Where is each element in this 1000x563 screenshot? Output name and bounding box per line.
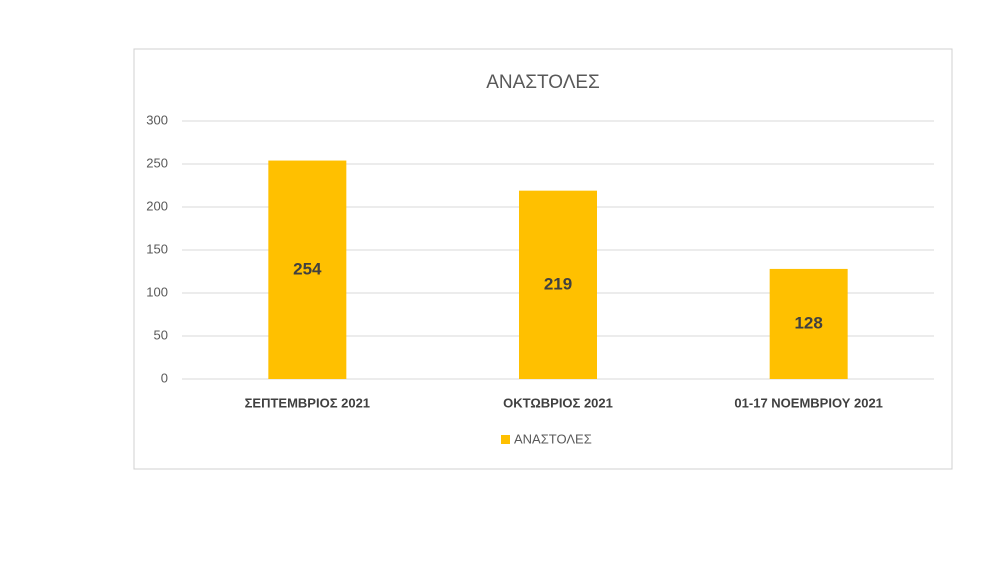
bar xyxy=(268,160,347,379)
bar xyxy=(769,268,848,379)
data-label: 128 xyxy=(794,313,822,332)
x-tick-label: ΣΕΠΤΕΜΒΡΙΟΣ 2021 xyxy=(245,395,370,410)
data-label: 254 xyxy=(293,259,322,278)
y-tick-label: 250 xyxy=(146,155,168,170)
y-tick-label: 0 xyxy=(161,370,168,385)
y-tick-label: 200 xyxy=(146,198,168,213)
chart-title: ΑΝΑΣΤΟΛΕΣ xyxy=(486,72,600,93)
legend-label: ΑΝΑΣΤΟΛΕΣ xyxy=(514,431,592,446)
bar xyxy=(519,190,597,379)
y-tick-label: 300 xyxy=(146,112,168,127)
y-tick-label: 100 xyxy=(146,284,168,299)
y-tick-label: 150 xyxy=(146,241,168,256)
x-tick-label: 01-17 ΝΟΕΜΒΡΙΟΥ 2021 xyxy=(734,395,882,410)
data-label: 219 xyxy=(544,274,572,293)
x-tick-label: ΟΚΤΩΒΡΙΟΣ 2021 xyxy=(503,395,613,410)
legend-swatch xyxy=(501,435,510,444)
y-tick-label: 50 xyxy=(154,327,168,342)
